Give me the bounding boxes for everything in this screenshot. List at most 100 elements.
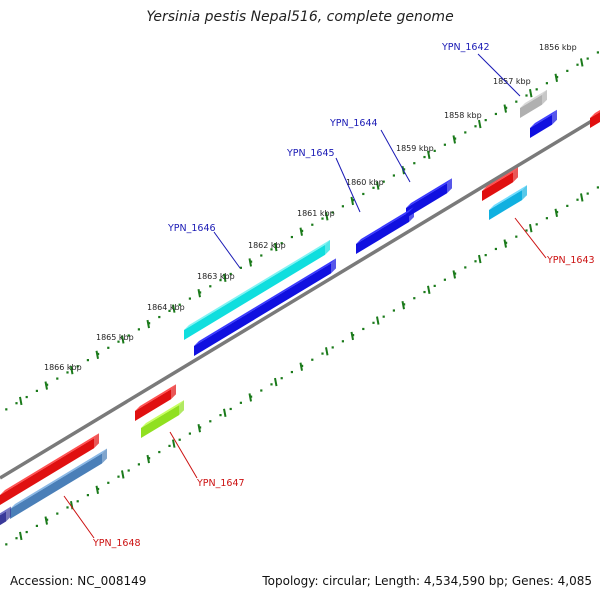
gene-block-ypn-1642b-top bbox=[530, 109, 557, 128]
inner-track-dot bbox=[219, 414, 222, 417]
outer-track-dot bbox=[545, 82, 548, 85]
outer-track-dot bbox=[515, 100, 518, 103]
outer-track-dot bbox=[535, 88, 538, 91]
outer-track-dot bbox=[137, 328, 140, 331]
outer-track-dot bbox=[270, 248, 273, 251]
inner-track-tick bbox=[274, 377, 278, 387]
gene-block-ypn-1643b[interactable] bbox=[489, 190, 522, 220]
gene-block-ypn-1642[interactable] bbox=[520, 94, 542, 118]
tick-label-1856: 1856 kbp bbox=[539, 43, 577, 52]
outer-track-dot bbox=[290, 235, 293, 239]
outer-track-dot bbox=[321, 217, 324, 220]
outer-track-dot bbox=[596, 51, 599, 54]
outer-track-dot bbox=[576, 63, 579, 66]
outer-track-tick bbox=[70, 365, 74, 375]
leader-ypn-1646 bbox=[213, 231, 241, 269]
tick-label-1860: 1860 kbp bbox=[346, 178, 384, 187]
gene-block-ypn-1648[interactable] bbox=[0, 438, 94, 505]
outer-track-dot bbox=[392, 174, 395, 177]
tick-labels: 1856 kbp 1857 kbp 1858 kbp 1859 kbp 1860… bbox=[44, 43, 577, 372]
outer-track-tick bbox=[44, 381, 48, 390]
gene-labels: YPN_1642 YPN_1644 YPN_1645 YPN_1646 YPN_… bbox=[92, 42, 595, 549]
inner-track-dot bbox=[290, 370, 293, 374]
gene-block-ypn-1645-side bbox=[409, 207, 414, 223]
gene-block-ypn-1647b-side bbox=[179, 400, 184, 416]
gene-block-ypn-1647-top bbox=[135, 384, 176, 411]
gene-block-ypn-1647b-top bbox=[141, 400, 184, 428]
gene-block-ypn-1642b[interactable] bbox=[530, 114, 552, 138]
inner-track-dot bbox=[321, 352, 324, 355]
inner-track-dot bbox=[137, 463, 140, 466]
gene-block-ypn-1644-side bbox=[447, 178, 452, 194]
gene-block-ypn-1648-top bbox=[0, 433, 99, 495]
outer-track-dot bbox=[382, 180, 385, 183]
gene-block-ypn-1646b-top bbox=[194, 258, 336, 346]
outer-track-tick bbox=[197, 289, 201, 298]
outer-track-dot bbox=[372, 186, 375, 189]
outer-track-tick bbox=[554, 73, 558, 83]
tick-label-1857: 1857 kbp bbox=[493, 77, 531, 86]
outer-track-dot bbox=[341, 205, 344, 208]
inner-track-dot bbox=[76, 500, 79, 503]
outer-track-dot bbox=[443, 143, 446, 146]
gene-label-ypn-1644[interactable]: YPN_1644 bbox=[329, 118, 378, 129]
inner-track-tick bbox=[44, 516, 48, 525]
inner-track-tick bbox=[146, 454, 150, 464]
leader-ypn-1643 bbox=[514, 217, 547, 259]
inner-track-tick bbox=[19, 531, 23, 541]
gene-label-ypn-1648[interactable]: YPN_1648 bbox=[92, 538, 141, 549]
gene-label-ypn-1646[interactable]: YPN_1646 bbox=[167, 223, 216, 234]
gene-block-ypn-1644[interactable] bbox=[406, 183, 447, 218]
gene-block-ypn-1642-top bbox=[520, 89, 547, 108]
gene-label-ypn-1643[interactable]: YPN_1643 bbox=[546, 255, 595, 266]
inner-track-dot bbox=[433, 284, 436, 287]
inner-track-dot bbox=[158, 450, 161, 454]
outer-track-dot bbox=[188, 297, 191, 300]
gene-label-ypn-1647[interactable]: YPN_1647 bbox=[196, 478, 245, 489]
outer-track-dot bbox=[239, 266, 242, 269]
inner-track-dot bbox=[66, 506, 69, 509]
gene-block-ypn-1647b[interactable] bbox=[141, 405, 179, 438]
outer-track-tick bbox=[223, 273, 227, 283]
gene-block-edge[interactable] bbox=[0, 511, 6, 530]
outer-track-tick bbox=[350, 196, 354, 206]
gene-block-ypn-1643[interactable] bbox=[482, 172, 513, 201]
gene-label-ypn-1645[interactable]: YPN_1645 bbox=[286, 148, 335, 159]
outer-track-dot bbox=[260, 254, 263, 257]
inner-track-dot bbox=[188, 432, 191, 435]
gene-block-ypn-1643-top bbox=[482, 167, 518, 191]
inner-track-tick bbox=[95, 485, 99, 494]
outer-track-dot bbox=[474, 125, 477, 128]
inner-track-dot bbox=[178, 438, 181, 441]
inner-track-tick bbox=[299, 362, 303, 371]
outer-track-dot bbox=[158, 315, 161, 319]
outer-track-tick bbox=[427, 150, 431, 159]
gene-block-edge-right[interactable] bbox=[590, 110, 600, 128]
gene-block-ypn-1648b-top bbox=[10, 448, 107, 509]
inner-track-tick bbox=[223, 408, 227, 418]
inner-track-tick bbox=[427, 285, 431, 294]
outer-track-tick bbox=[121, 335, 125, 344]
outer-track-tick bbox=[299, 227, 303, 236]
gene-block-ypn-1647[interactable] bbox=[135, 389, 171, 421]
inner-track-tick bbox=[401, 300, 405, 310]
gene-block-ypn-1643b-top bbox=[489, 185, 527, 210]
outer-track-dot bbox=[494, 112, 497, 116]
gene-label-ypn-1642[interactable]: YPN_1642 bbox=[441, 42, 490, 53]
outer-track-tick bbox=[529, 89, 533, 98]
gene-block-ypn-1646b-side bbox=[331, 258, 336, 274]
gene-block-ypn-1648b[interactable] bbox=[10, 453, 102, 519]
outer-track-dot bbox=[229, 272, 232, 276]
inner-track-tick bbox=[503, 239, 507, 248]
gene-block-ypn-1645[interactable] bbox=[356, 212, 409, 254]
gene-block-ypn-1646b[interactable] bbox=[194, 263, 331, 356]
inner-track-tick bbox=[121, 470, 125, 479]
gene-block-ypn-1646[interactable] bbox=[184, 244, 325, 340]
outer-track-dot bbox=[209, 285, 212, 288]
inner-track-dot bbox=[464, 266, 467, 269]
inner-track-dot bbox=[86, 494, 89, 497]
gene-block-ypn-1643b-side bbox=[522, 185, 527, 201]
outer-track-tick bbox=[376, 181, 380, 190]
leader-ypn-1644 bbox=[380, 129, 411, 183]
inner-track-dot bbox=[566, 204, 569, 207]
